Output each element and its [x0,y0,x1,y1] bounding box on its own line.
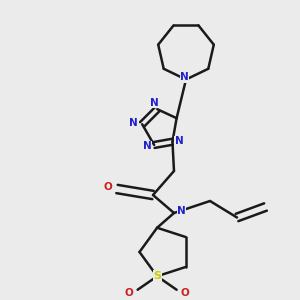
Text: O: O [181,288,189,298]
Text: N: N [129,118,138,128]
Text: O: O [125,288,134,298]
Text: N: N [177,206,186,216]
Text: N: N [143,142,152,152]
Text: S: S [153,271,161,281]
Text: N: N [175,136,183,146]
Text: O: O [103,182,112,193]
Text: N: N [150,98,159,108]
Text: N: N [180,72,189,82]
